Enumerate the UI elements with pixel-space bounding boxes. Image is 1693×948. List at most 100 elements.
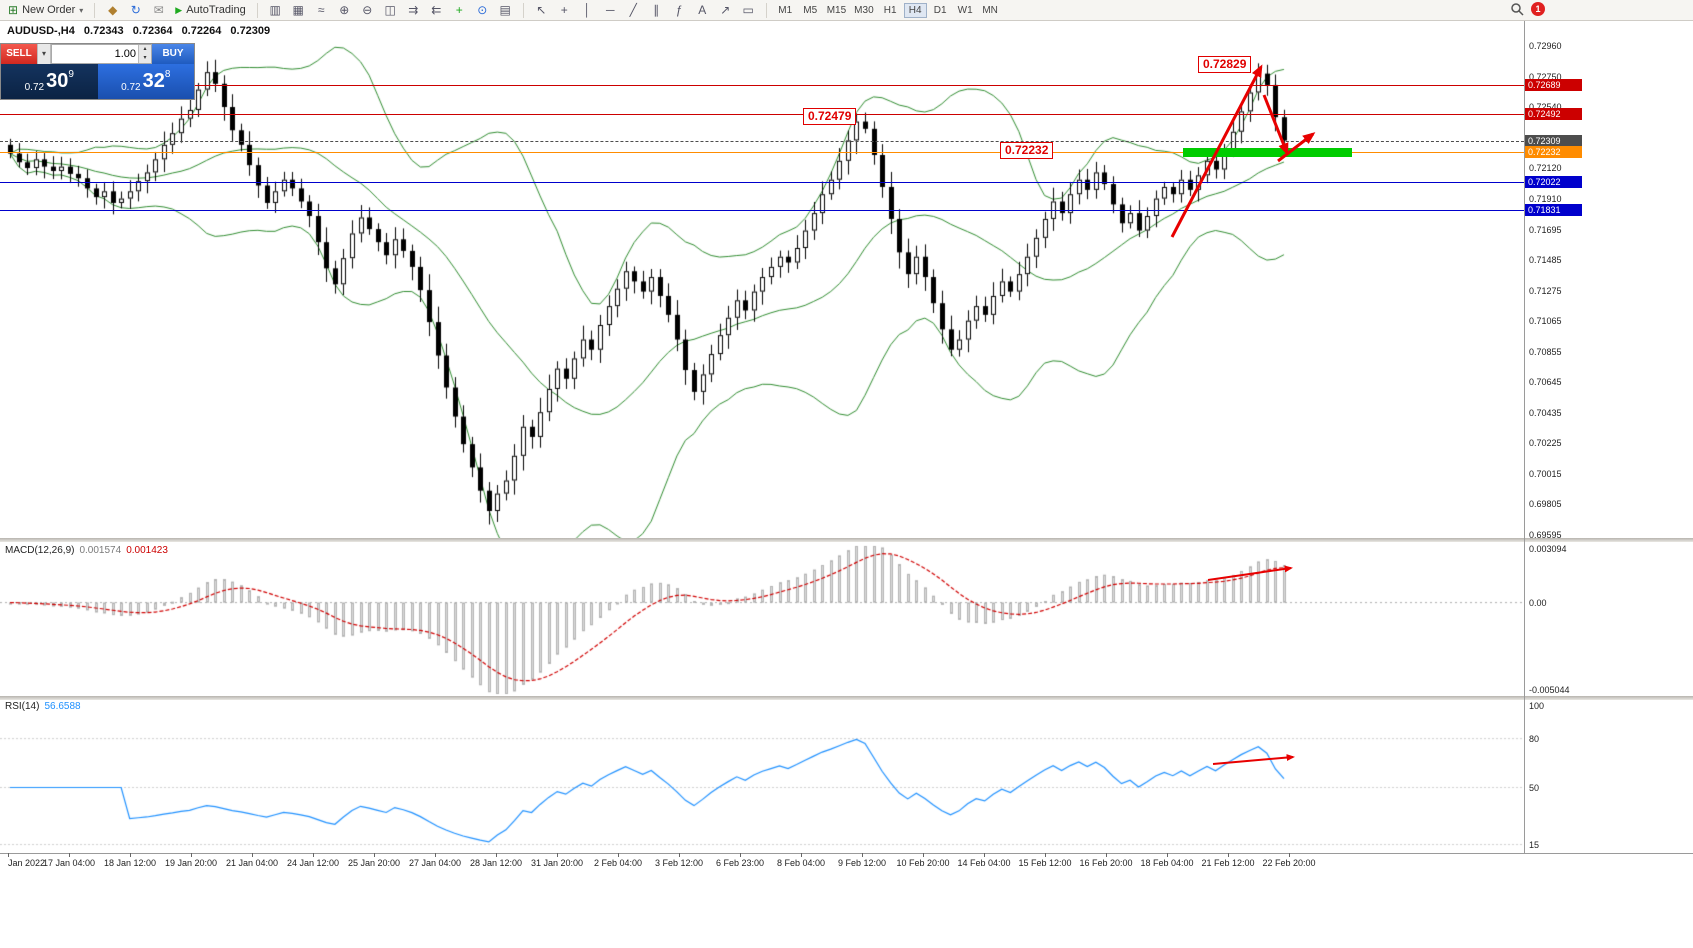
auto-scroll-icon[interactable]: ⇉: [408, 2, 419, 17]
buy-price-sup: 8: [164, 69, 171, 80]
price-axis-label: 0.70435: [1529, 407, 1562, 418]
volume-decrease-button[interactable]: ▾: [139, 54, 151, 63]
time-axis-label: 15 Feb 12:00: [1018, 858, 1072, 868]
sell-price-display[interactable]: 0.72 30 9: [1, 64, 98, 99]
timeframe-m5[interactable]: M5: [803, 4, 818, 16]
macd-value-2: 0.001423: [126, 545, 168, 556]
time-axis-tick: [130, 853, 131, 857]
horizontal-line-icon[interactable]: ─: [605, 2, 615, 17]
price-axis-label: 0.71910: [1529, 193, 1562, 204]
script-icon[interactable]: ◆: [108, 2, 118, 17]
timeframe-h4[interactable]: H4: [903, 2, 927, 18]
mail-icon[interactable]: ✉: [153, 2, 164, 17]
search-icon[interactable]: [1510, 2, 1524, 16]
time-axis-tick: [618, 853, 619, 857]
price-axis-label: 0.70855: [1529, 346, 1562, 357]
timeframe-m15[interactable]: M15: [826, 4, 847, 16]
zoom-in-icon[interactable]: ⊕: [339, 2, 350, 17]
bar-chart-icon[interactable]: ▥: [269, 2, 281, 17]
horizontal-level-line-0.71831[interactable]: [0, 210, 1524, 212]
pane-separator-macd-rsi[interactable]: [0, 696, 1693, 700]
trade-panel-options-caret[interactable]: ▾: [37, 44, 51, 64]
price-axis-label: 0.72960: [1529, 41, 1562, 51]
cursor-icon[interactable]: ↖: [536, 2, 547, 17]
macd-axis-label: 0.003094: [1529, 544, 1567, 554]
horizontal-level-line-0.72232[interactable]: [0, 151, 1524, 153]
shapes-icon[interactable]: ▭: [742, 2, 754, 17]
rsi-axis-label: 100: [1529, 701, 1545, 711]
price-callout-0.72232[interactable]: 0.72232: [1000, 142, 1054, 159]
toolbar-separator: [256, 2, 258, 18]
green-highlight-zone[interactable]: [1183, 147, 1352, 157]
text-icon[interactable]: A: [698, 2, 707, 17]
tile-windows-icon[interactable]: ◫: [384, 2, 396, 17]
time-axis-label: Jan 2022: [8, 858, 46, 868]
notification-badge[interactable]: 1: [1531, 2, 1545, 16]
time-axis-tick: [496, 853, 497, 857]
volume-input[interactable]: [52, 45, 138, 63]
price-axis-label: 0.71695: [1529, 224, 1562, 235]
trendline-icon[interactable]: ╱: [629, 2, 637, 17]
time-axis-label: 27 Jan 04:00: [408, 858, 462, 868]
horizontal-level-line-0.72022[interactable]: [0, 182, 1524, 184]
refresh-icon[interactable]: ↻: [130, 2, 141, 17]
price-tag-0.72492: 0.72492: [1525, 108, 1582, 120]
templates-icon[interactable]: ▤: [499, 2, 511, 17]
pane-separator-main-macd[interactable]: [0, 538, 1693, 542]
price-axis-border: [1524, 21, 1525, 853]
buy-price-display[interactable]: 0.72 32 8: [97, 64, 194, 99]
time-axis-tick: [69, 853, 70, 857]
arrows-icon[interactable]: ↗: [720, 2, 731, 17]
ohlc-high: 0.72364: [132, 25, 173, 37]
timeframe-h1[interactable]: H1: [883, 4, 897, 16]
horizontal-level-line-0.72689[interactable]: [0, 85, 1524, 87]
new-order-button[interactable]: ⊞ New Order ▾: [3, 1, 88, 20]
fibonacci-icon[interactable]: ƒ: [675, 2, 683, 17]
price-axis-label: 0.72120: [1529, 163, 1562, 174]
rsi-axis-label: 50: [1529, 782, 1540, 793]
line-chart-icon[interactable]: ≈: [317, 2, 325, 17]
time-axis-label: 21 Feb 12:00: [1201, 858, 1255, 868]
buy-button[interactable]: BUY: [152, 44, 194, 64]
candlestick-chart-icon[interactable]: ▦: [292, 2, 304, 17]
price-callout-0.72479[interactable]: 0.72479: [803, 108, 857, 125]
timeframe-w1[interactable]: W1: [957, 4, 973, 16]
sell-price-prefix: 0.72: [24, 82, 45, 93]
price-axis-label: 0.71065: [1529, 316, 1562, 327]
chart-shift-icon[interactable]: ⇇: [431, 2, 442, 17]
price-axis-label: 0.70645: [1529, 377, 1562, 388]
crosshair-icon[interactable]: +: [560, 2, 568, 17]
horizontal-level-line-0.72492[interactable]: [0, 114, 1524, 115]
autotrading-label: AutoTrading: [186, 4, 246, 16]
price-tag-0.72232: 0.72232: [1525, 145, 1582, 158]
timeframe-d1[interactable]: D1: [933, 4, 947, 16]
period-icon[interactable]: ⊙: [477, 2, 488, 17]
price-callout-0.72829[interactable]: 0.72829: [1198, 56, 1252, 73]
volume-increase-button[interactable]: ▴: [139, 45, 151, 54]
price-axis-label: 0.69595: [1529, 530, 1562, 540]
current-price-line[interactable]: [0, 140, 1524, 142]
sell-button[interactable]: SELL: [1, 44, 37, 64]
timeframe-m30[interactable]: M30: [854, 4, 874, 16]
time-axis-label: 16 Feb 20:00: [1079, 858, 1133, 868]
timeframe-mn[interactable]: MN: [982, 4, 998, 16]
price-axis-label: 0.71275: [1529, 285, 1562, 296]
time-axis-label: 9 Feb 12:00: [837, 858, 887, 868]
price-tag-0.71831: 0.71831: [1525, 204, 1582, 217]
timeframe-m1[interactable]: M1: [778, 4, 793, 16]
new-order-label: New Order: [22, 4, 76, 16]
new-chart-icon[interactable]: +: [455, 2, 463, 17]
time-axis-label: 21 Jan 04:00: [225, 858, 279, 868]
channel-icon[interactable]: ∥: [653, 2, 660, 17]
macd-axis-label: -0.005044: [1529, 685, 1570, 695]
time-axis-label: 14 Feb 04:00: [957, 858, 1011, 868]
time-axis-label: 17 Jan 04:00: [42, 858, 96, 868]
time-axis-tick: [1289, 853, 1290, 857]
vertical-line-icon[interactable]: │: [583, 2, 591, 17]
time-axis-tick: [740, 853, 741, 857]
price-tag-0.72309: 0.72309: [1525, 134, 1582, 147]
zoom-out-icon[interactable]: ⊖: [362, 2, 373, 17]
time-axis-label: 3 Feb 12:00: [654, 858, 704, 868]
autotrading-button[interactable]: ▶ AutoTrading: [170, 1, 250, 20]
